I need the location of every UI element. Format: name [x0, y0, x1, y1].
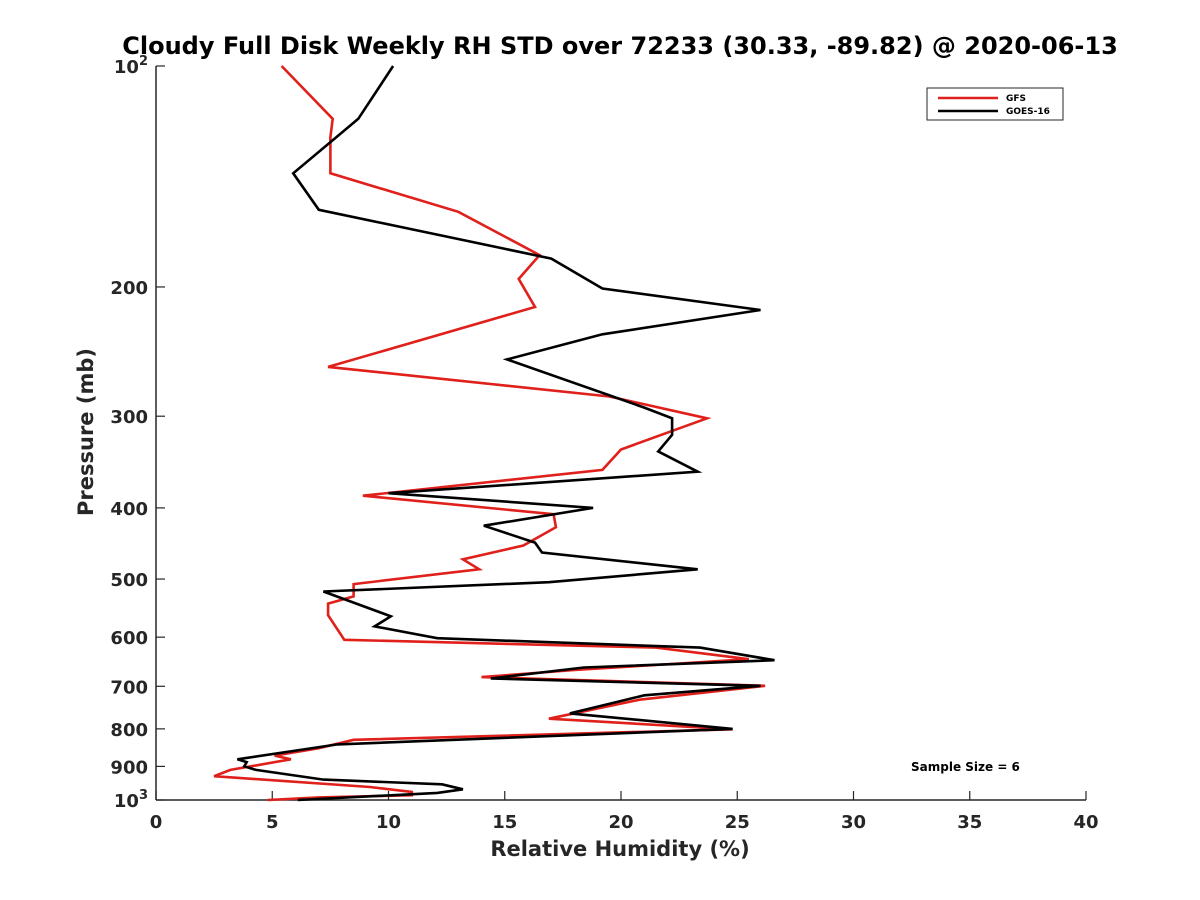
x-tick-label: 0	[150, 812, 163, 833]
y-tick-label: 500	[110, 570, 148, 591]
x-tick-label: 20	[608, 812, 633, 833]
x-tick-label: 35	[957, 812, 982, 833]
x-tick-label: 25	[725, 812, 750, 833]
y-tick-label: 400	[110, 499, 148, 520]
x-tick-label: 30	[841, 812, 866, 833]
legend-box	[926, 87, 1064, 121]
x-axis-label: Relative Humidity (%)	[490, 837, 749, 861]
x-tick-label: 5	[266, 812, 279, 833]
chart-title: Cloudy Full Disk Weekly RH STD over 7223…	[122, 32, 1118, 60]
y-tick-label: 700	[110, 677, 148, 698]
y-tick-label: 200	[110, 278, 148, 299]
y-tick-label: 102	[114, 54, 148, 78]
sample-size-annotation: Sample Size = 6	[911, 760, 1020, 774]
legend-label-gfs: GFS	[1006, 94, 1026, 104]
x-tick-label: 15	[492, 812, 517, 833]
series-line-goes16	[237, 65, 775, 802]
x-axis-ticks: 0 5 10 15 20 25 30 35 40	[150, 791, 1099, 833]
y-axis-ticks: 102 200 300 400 500 600 700 800 900 103	[110, 54, 165, 812]
y-tick-label: 800	[110, 720, 148, 741]
y-tick-label: 103	[114, 788, 148, 812]
x-tick-label: 40	[1073, 812, 1098, 833]
y-tick-label: 900	[110, 757, 148, 778]
series-layer	[213, 65, 775, 802]
y-tick-label: 600	[110, 628, 148, 649]
x-tick-label: 10	[376, 812, 401, 833]
legend: GFS GOES-16	[926, 87, 1064, 121]
y-axis-label: Pressure (mb)	[74, 348, 98, 516]
y-tick-label: 300	[110, 407, 148, 428]
series-line-gfs	[213, 65, 766, 802]
legend-label-goes16: GOES-16	[1006, 107, 1050, 117]
